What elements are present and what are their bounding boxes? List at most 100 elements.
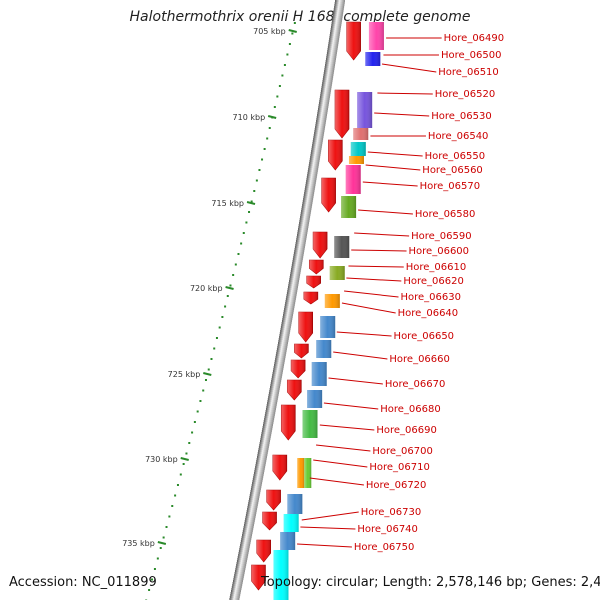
backbone-segment <box>297 230 308 233</box>
backbone-segment <box>246 510 257 513</box>
feature-block-shading <box>304 458 312 488</box>
backbone-segment <box>311 150 322 153</box>
backbone-segment <box>311 148 322 151</box>
gene-label-leader <box>377 92 433 95</box>
backbone-segment <box>316 116 327 119</box>
backbone-segment <box>273 366 284 369</box>
gene-label: Hore_06580 <box>415 209 476 220</box>
gene-label-leader <box>367 151 423 157</box>
backbone-segment <box>262 428 273 431</box>
feature-block-shading <box>350 142 366 156</box>
backbone-segment <box>333 10 344 13</box>
backbone-segment <box>230 590 241 593</box>
backbone-segment <box>270 384 281 387</box>
backbone-segment <box>296 234 307 237</box>
gene-label-leader <box>309 477 364 486</box>
backbone-segment <box>244 520 255 523</box>
backbone-segment <box>278 342 289 345</box>
feature-block-shading <box>329 266 345 280</box>
scale-dot <box>162 536 165 539</box>
backbone-segment <box>291 264 302 267</box>
backbone-segment <box>330 28 341 31</box>
gene-label: Hore_06560 <box>422 165 483 176</box>
backbone-segment <box>274 360 285 363</box>
scale-dot <box>261 158 264 161</box>
backbone-segment <box>283 310 294 313</box>
backbone-segment <box>260 436 271 439</box>
gene-label-leader <box>301 511 359 521</box>
backbone-segment <box>255 462 266 465</box>
gene-label-leader <box>365 164 421 171</box>
backbone-segment <box>292 258 303 261</box>
gene-label-leader <box>374 112 430 117</box>
backbone-segment <box>242 530 253 533</box>
map-title: Halothermothrix orenii H 168, complete g… <box>129 9 471 25</box>
backbone-segment <box>306 176 317 179</box>
cds-arrow-shading <box>291 360 306 378</box>
backbone-segment <box>264 414 275 417</box>
backbone-segment <box>309 160 320 163</box>
backbone-segment <box>319 98 330 101</box>
backbone-segment <box>280 328 291 331</box>
scale-dot <box>171 505 174 507</box>
scale-dot <box>253 190 256 192</box>
gene-label: Hore_06620 <box>403 276 464 287</box>
backbone-segment <box>266 404 277 407</box>
cds-arrow-shading <box>303 292 318 304</box>
backbone-segment <box>286 294 297 297</box>
backbone-segment <box>278 340 289 343</box>
backbone-segment <box>326 54 337 57</box>
backbone-segment <box>234 572 245 575</box>
scale-dot <box>182 463 185 465</box>
backbone-segment <box>250 488 261 491</box>
backbone-segment <box>328 40 339 43</box>
backbone-segment <box>261 434 272 437</box>
backbone-segment <box>315 124 326 127</box>
backbone-segment <box>318 106 329 109</box>
backbone-segment <box>321 88 332 91</box>
backbone-segment <box>310 154 321 157</box>
backbone-segment <box>285 302 296 305</box>
backbone-segment <box>308 166 319 169</box>
backbone-segment <box>248 502 259 505</box>
gene-label-leader <box>381 63 437 73</box>
backbone-segment <box>277 344 288 347</box>
backbone-segment <box>271 378 282 381</box>
backbone-segment <box>252 478 263 481</box>
backbone-segment <box>235 566 246 569</box>
backbone-segment <box>317 112 328 115</box>
backbone-segment <box>295 240 306 243</box>
backbone-segment <box>324 66 335 69</box>
backbone-segment <box>280 326 291 329</box>
scale-dot <box>248 211 251 213</box>
backbone-segment <box>229 596 240 599</box>
backbone-segment <box>271 376 282 379</box>
scale-dot <box>202 389 205 392</box>
backbone-segment <box>302 202 313 205</box>
scale-major-tick <box>288 29 297 33</box>
backbone-segment <box>307 170 318 173</box>
scale-dot <box>278 85 281 87</box>
scale-dot <box>210 358 213 360</box>
feature-block-shading <box>316 340 332 358</box>
backbone-segment <box>284 306 295 309</box>
feature-block-shading <box>365 52 381 66</box>
gene-label: Hore_06640 <box>398 308 459 319</box>
backbone-segment <box>235 568 246 571</box>
scale-dot <box>229 284 232 287</box>
backbone-segment <box>232 584 243 587</box>
scale-dot <box>291 32 294 35</box>
backbone-segment <box>230 592 241 595</box>
backbone-segment <box>245 514 256 517</box>
backbone-segment <box>241 538 252 541</box>
scale-dot <box>188 442 191 444</box>
backbone-segment <box>330 26 341 29</box>
cds-arrow-shading <box>313 232 328 258</box>
backbone-segment <box>270 386 281 389</box>
backbone-segment <box>289 278 300 281</box>
backbone-segment <box>312 144 323 147</box>
backbone-segment <box>251 486 262 489</box>
backbone-segment <box>229 598 240 600</box>
backbone-segment <box>255 464 266 467</box>
backbone-segment <box>299 218 310 221</box>
